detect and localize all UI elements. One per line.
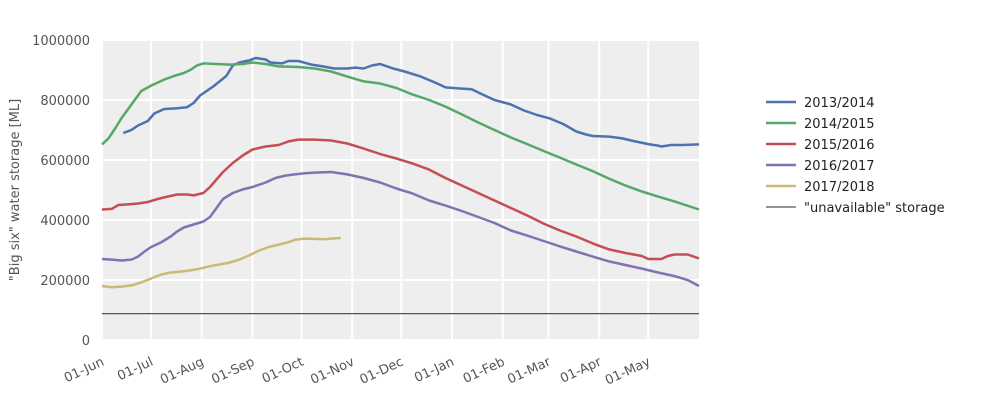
series-line-2013-2014 <box>122 56 700 148</box>
x-tick-label: 01-Apr <box>558 354 604 386</box>
legend-label: 2016/2017 <box>804 159 875 174</box>
x-tick-label: 01-Sep <box>209 355 257 388</box>
y-tick-label: 1000000 <box>32 34 90 49</box>
legend-label: "unavailable" storage <box>804 201 945 216</box>
y-tick-label: 600000 <box>40 154 90 169</box>
series-lines <box>101 56 700 289</box>
legend: 2013/2014 2014/2015 2015/2016 2016/2017 2017… <box>766 96 945 216</box>
y-tick-label: 400000 <box>40 214 90 229</box>
x-tick-labels: 01-Jun 01-Jul 01-Aug 01-Sep 01-Oct 01-Nov 01-D… <box>62 354 653 388</box>
x-tick-label: 01-May <box>603 355 653 389</box>
legend-label: 2017/2018 <box>804 180 875 195</box>
legend-label: 2014/2015 <box>804 117 875 132</box>
x-tick-label: 01-Jan <box>412 355 456 386</box>
series-line-2016-2017 <box>101 170 700 288</box>
y-gridlines <box>102 39 699 341</box>
x-tick-label: 01-Dec <box>358 355 406 388</box>
series-line-2014-2015 <box>101 61 700 211</box>
x-tick-label: 01-Feb <box>461 355 507 387</box>
y-tick-labels: 0 200000 400000 600000 800000 1000000 <box>32 34 90 349</box>
x-tick-label: 01-Aug <box>158 355 206 388</box>
legend-label: 2013/2014 <box>804 96 875 111</box>
y-tick-label: 200000 <box>40 274 90 289</box>
x-tick-label: 01-Jul <box>115 355 155 385</box>
x-tick-label: 01-Mar <box>505 354 553 387</box>
y-tick-label: 0 <box>82 334 90 349</box>
y-tick-label: 800000 <box>40 94 90 109</box>
legend-label: 2015/2016 <box>804 138 875 153</box>
series-line-2015-2016 <box>101 138 700 261</box>
x-tick-label: 01-Jun <box>62 355 107 386</box>
series-line-2017-2018 <box>101 236 341 289</box>
y-axis-label: "Big six" water storage [ML] <box>8 99 23 281</box>
x-tick-label: 01-Nov <box>308 355 357 388</box>
x-tick-label: 01-Oct <box>260 355 306 387</box>
x-gridlines <box>101 40 650 340</box>
